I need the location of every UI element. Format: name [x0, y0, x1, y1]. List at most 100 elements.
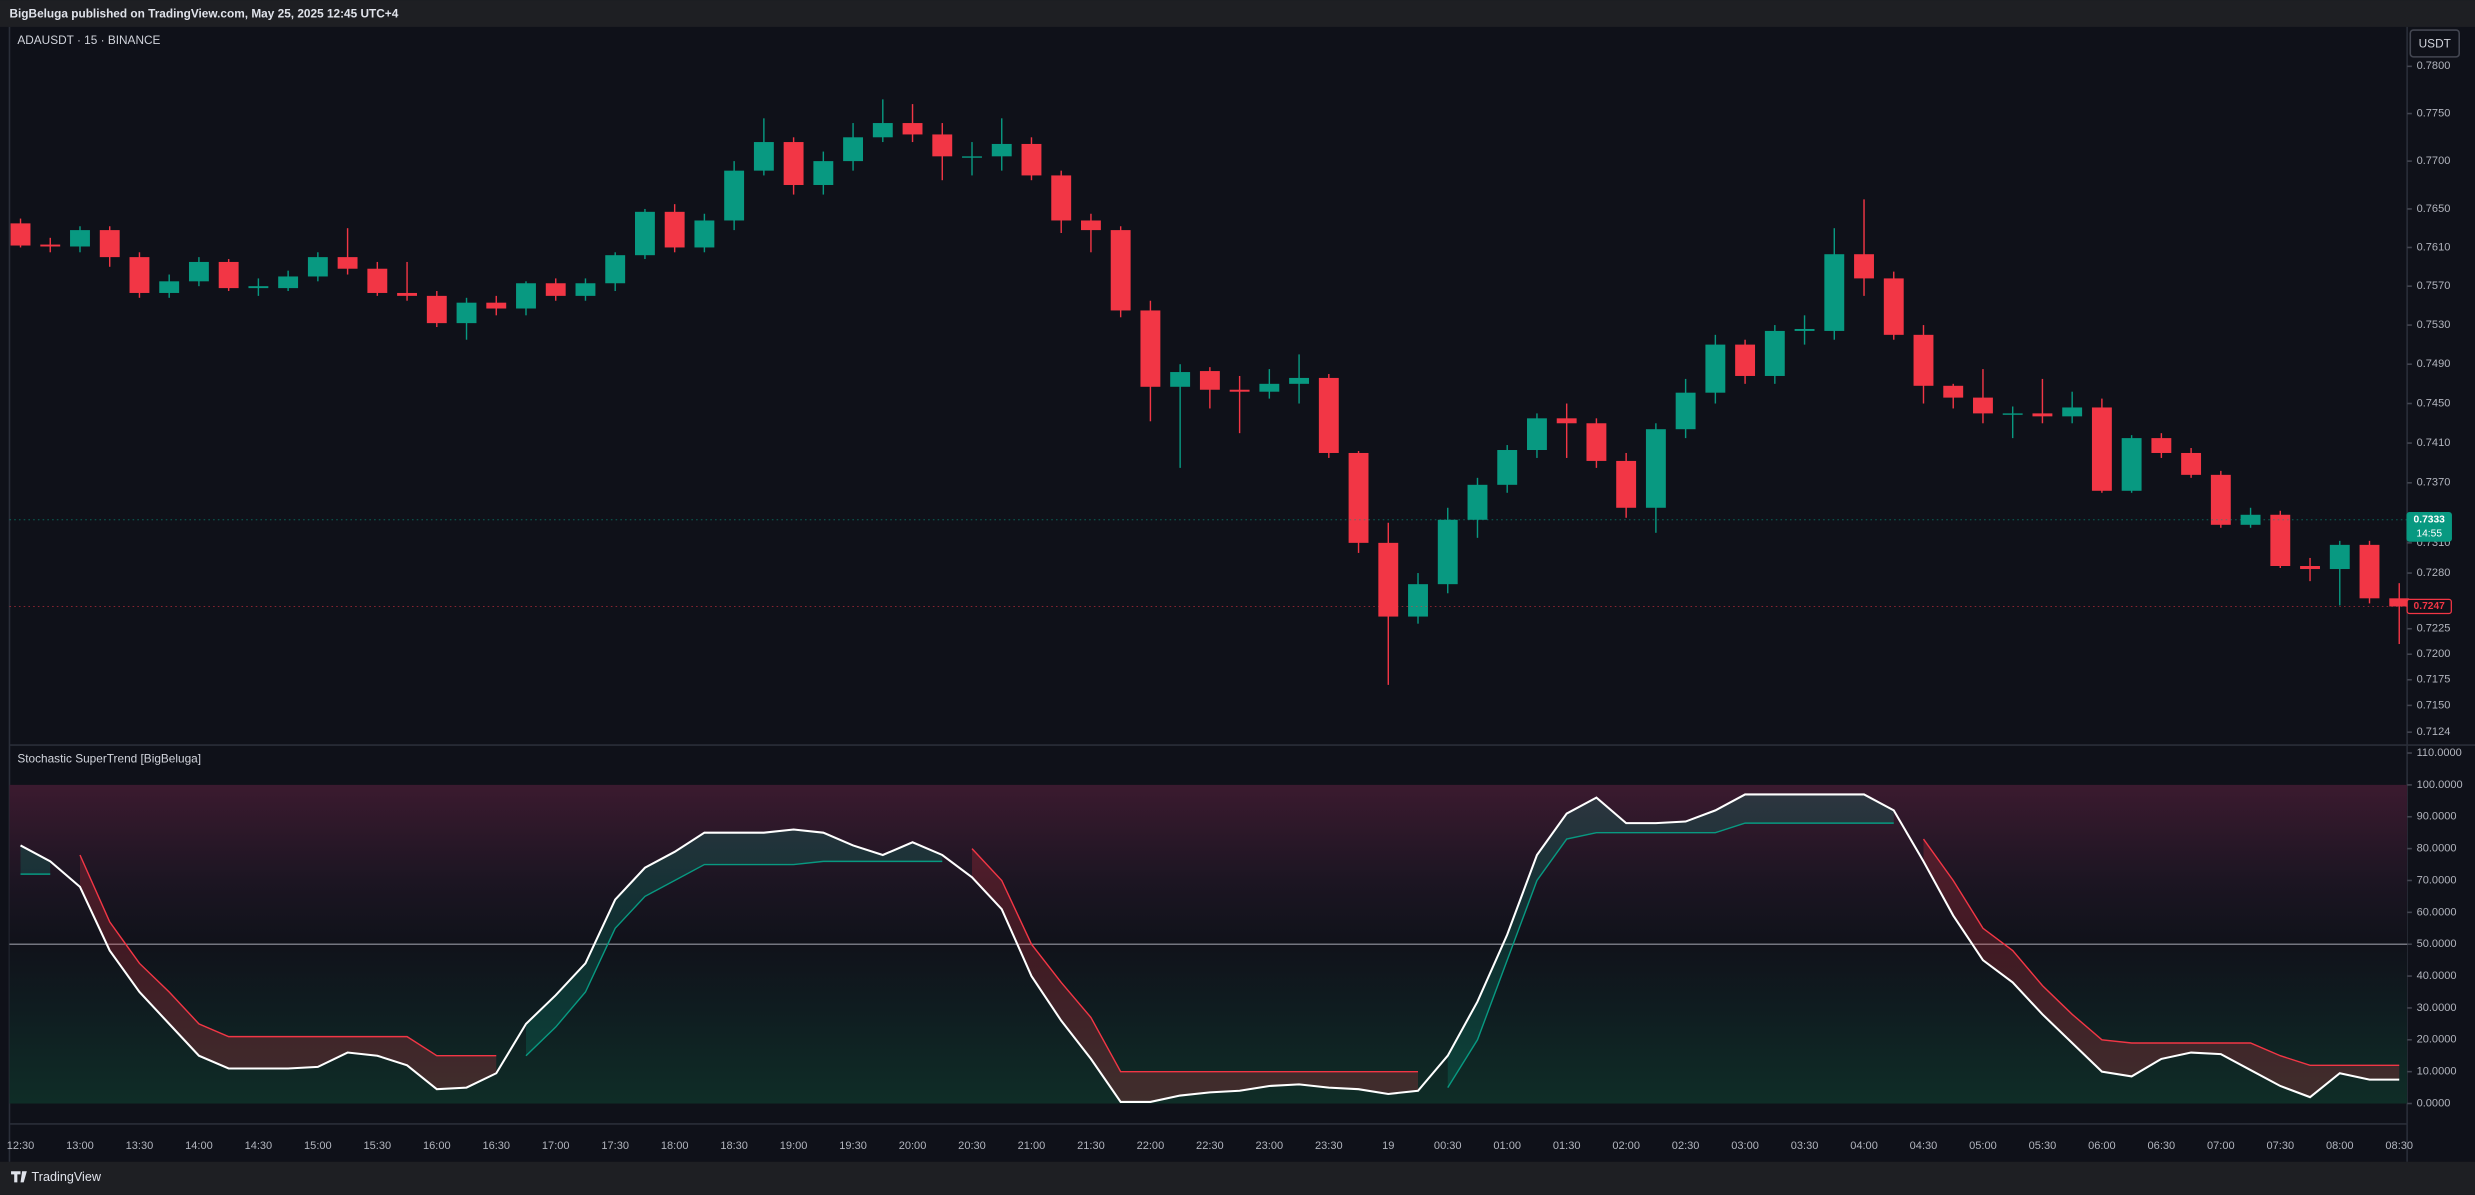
time-tick-label: 19:30 — [839, 1140, 867, 1152]
time-tick-label: 08:00 — [2326, 1140, 2354, 1152]
indicator-tick-label: 30.0000 — [2417, 1002, 2457, 1014]
candle-body — [278, 276, 299, 289]
candle-body — [1616, 460, 1637, 508]
bottom-bar — [0, 1161, 2475, 1195]
candle-body — [2181, 452, 2202, 475]
time-tick-label: 23:00 — [1256, 1140, 1284, 1152]
price-tick-label: 0.7610 — [2417, 241, 2451, 253]
candle-body — [1229, 389, 1250, 392]
candle-body — [248, 286, 269, 289]
candle-body — [694, 220, 715, 248]
indicator-title: Stochastic SuperTrend [BigBeluga] — [17, 751, 201, 765]
price-tick-label: 0.7700 — [2417, 155, 2451, 167]
candle-body — [1645, 429, 1666, 508]
indicator-tick-label: 0.0000 — [2417, 1097, 2451, 1109]
time-tick-label: 05:00 — [1969, 1140, 1997, 1152]
time-tick-label: 20:30 — [958, 1140, 986, 1152]
indicator-tick-label: 90.0000 — [2417, 811, 2457, 823]
price-tick-label: 0.7410 — [2417, 437, 2451, 449]
time-tick-label: 15:30 — [364, 1140, 392, 1152]
candle-body — [724, 170, 745, 221]
candle-body — [2032, 413, 2053, 417]
candle-body — [1973, 397, 1993, 414]
time-tick-label: 18:30 — [720, 1140, 748, 1152]
candle-body — [2389, 598, 2410, 607]
candle-body — [1051, 175, 1072, 221]
stochastic-line — [20, 793, 2400, 1103]
candle-body — [1170, 372, 1191, 387]
currency-button[interactable] — [2409, 29, 2461, 58]
price-tick-label: 0.7175 — [2417, 674, 2451, 686]
candle-body — [1794, 328, 1815, 331]
candle-body — [2151, 438, 2172, 453]
price-tick-label: 0.7490 — [2417, 358, 2451, 370]
band-fill — [20, 845, 51, 875]
time-tick-label: 15:00 — [304, 1140, 332, 1152]
candle-body — [545, 283, 566, 296]
candle-body — [2091, 407, 2112, 491]
candle-body — [1110, 230, 1131, 311]
price-marker — [2406, 512, 2452, 542]
time-tick-label: 14:00 — [185, 1140, 213, 1152]
candle-body — [1883, 278, 1904, 335]
candle-body — [1467, 484, 1488, 520]
time-tick-label: 19:00 — [780, 1140, 808, 1152]
candle-body — [10, 223, 31, 246]
candle-body — [2270, 514, 2291, 567]
supertrend-line — [79, 838, 2400, 1073]
price-marker — [2406, 598, 2452, 615]
time-tick-label: 01:30 — [1553, 1140, 1581, 1152]
time-tick-label: 13:00 — [66, 1140, 94, 1152]
time-tick-label: 08:30 — [2385, 1140, 2413, 1152]
symbol-title: ADAUSDT · 15 · BINANCE — [17, 33, 160, 47]
price-tick-label: 0.7800 — [2417, 60, 2451, 72]
time-tick-label: 07:00 — [2207, 1140, 2235, 1152]
indicator-tick-label: 10.0000 — [2417, 1066, 2457, 1078]
candle-body — [991, 143, 1012, 157]
candle-body — [962, 156, 982, 158]
candle-body — [1408, 584, 1428, 617]
candle-body — [307, 257, 328, 277]
candle-body — [605, 255, 626, 284]
candle-body — [1854, 254, 1874, 279]
candle-body — [129, 257, 150, 293]
time-tick-label: 17:00 — [542, 1140, 570, 1152]
candle-body — [218, 261, 239, 289]
price-tick-label: 0.7570 — [2417, 280, 2451, 292]
candle-body — [783, 142, 804, 185]
candle-body — [902, 123, 923, 135]
time-tick-label: 18:00 — [661, 1140, 689, 1152]
price-marker-label: 0.7333 — [2414, 514, 2446, 525]
candle-body — [1378, 542, 1399, 617]
supertrend-line — [20, 822, 1894, 1088]
currency-label[interactable]: USDT — [2419, 36, 2451, 50]
brand-logo — [11, 1171, 27, 1183]
candle-body — [1140, 310, 1161, 387]
candle-body — [2329, 544, 2350, 570]
candle-body — [813, 161, 834, 185]
time-tick-label: 19 — [1382, 1140, 1394, 1152]
time-tick-label: 16:00 — [423, 1140, 451, 1152]
candle-body — [575, 283, 596, 296]
band-fill — [79, 854, 497, 1090]
time-tick-label: 17:30 — [601, 1140, 629, 1152]
candle-body — [1824, 254, 1845, 331]
price-tick-label: 0.7150 — [2417, 699, 2451, 711]
candle-body — [1348, 452, 1369, 543]
brand: TradingView — [32, 1170, 102, 1184]
candle-body — [1080, 220, 1101, 231]
candle-body — [1527, 418, 1547, 451]
time-tick-label: 04:00 — [1850, 1140, 1878, 1152]
candle-body — [456, 302, 477, 324]
candle-body — [1764, 330, 1785, 376]
time-tick-label: 03:30 — [1791, 1140, 1819, 1152]
price-tick-label: 0.7124 — [2417, 726, 2451, 738]
candle-body — [70, 230, 90, 247]
price-tick-label: 0.7750 — [2417, 107, 2451, 119]
candle-body — [1437, 519, 1458, 585]
price-marker-label: 0.7247 — [2414, 601, 2446, 612]
indicator-tick-label: 40.0000 — [2417, 970, 2457, 982]
top-bar — [0, 0, 2475, 27]
candle-body — [1021, 143, 1042, 176]
